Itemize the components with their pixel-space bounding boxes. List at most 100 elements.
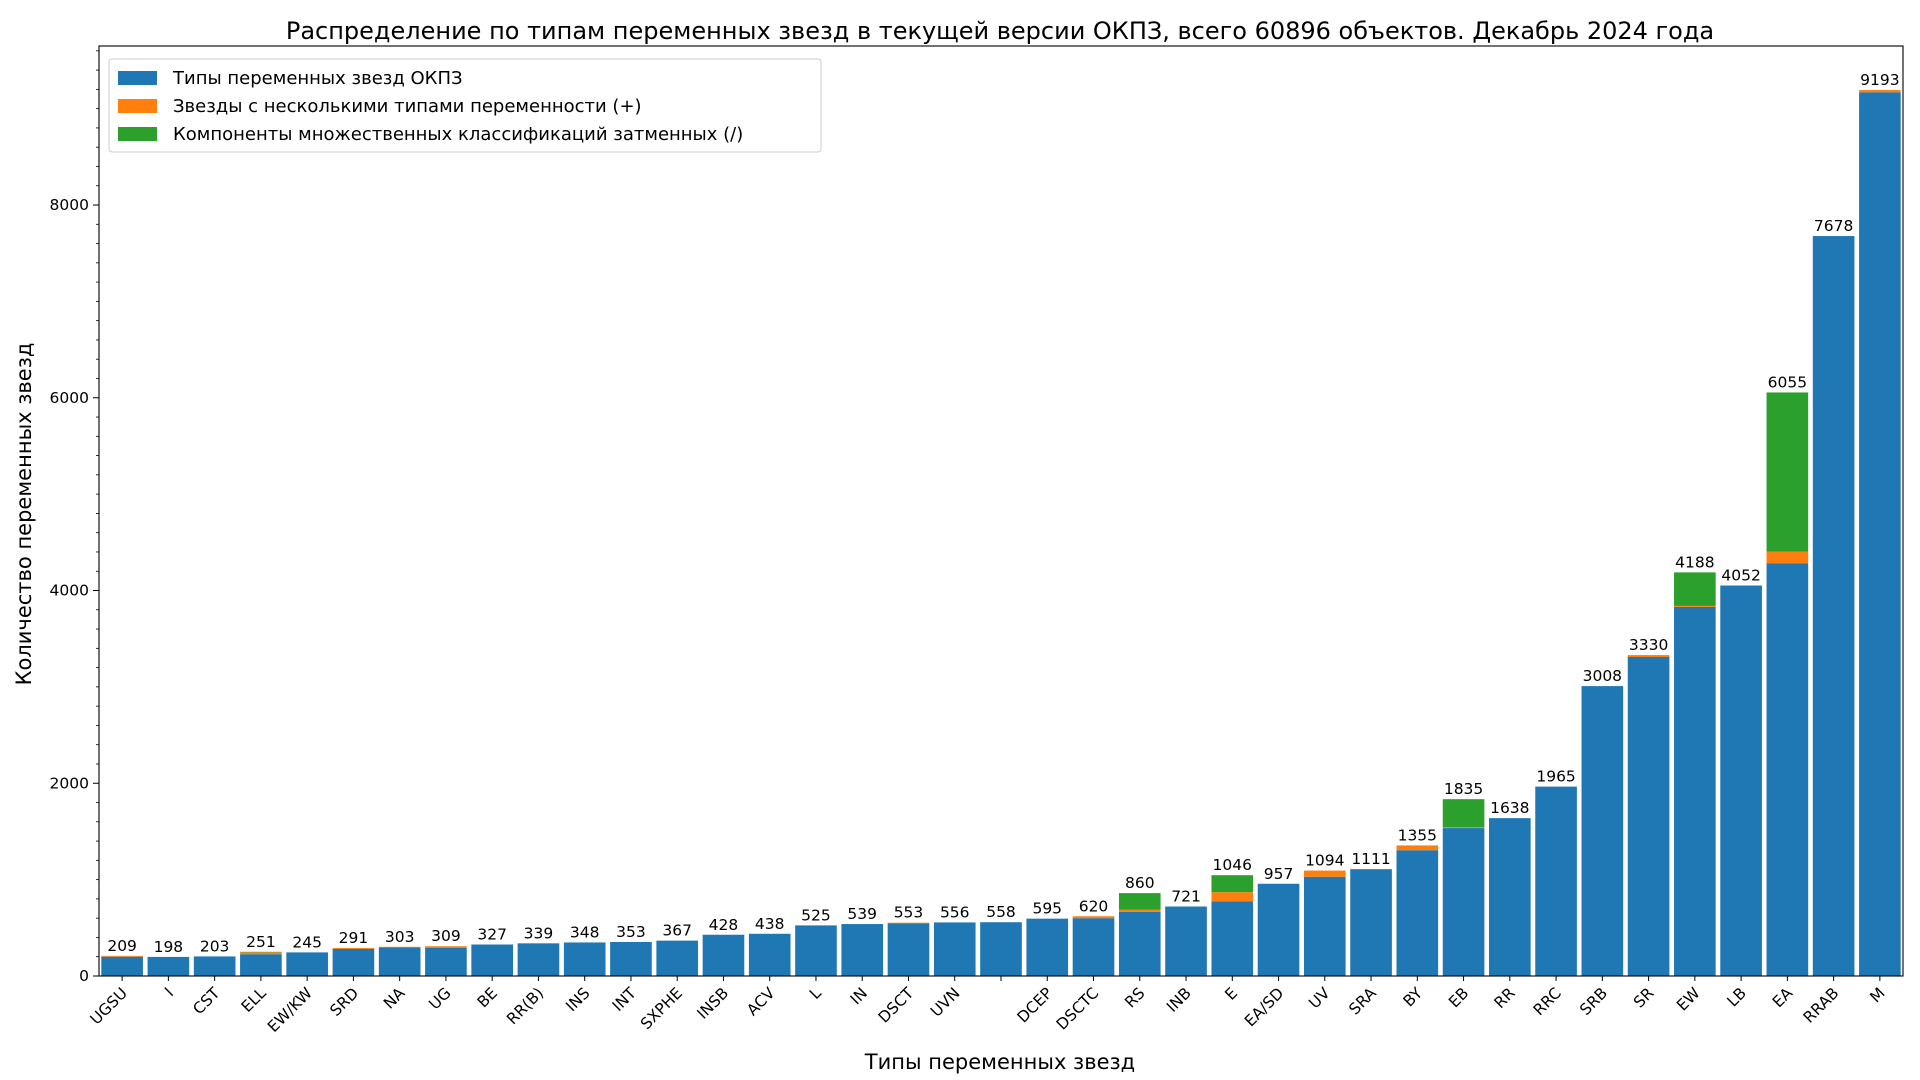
value-label: 353 <box>616 923 646 941</box>
legend-label-2: Звезды с несколькими типами переменности… <box>173 96 642 117</box>
bar-segment-1-5 <box>286 952 328 976</box>
value-label: 245 <box>292 933 322 951</box>
category-label: UGSU <box>87 984 131 1028</box>
value-label: 556 <box>940 903 970 921</box>
bar-segment-1-9 <box>471 944 513 976</box>
y-tick-label: 6000 <box>50 389 89 407</box>
category-label: DCEP <box>1014 984 1056 1026</box>
bar-segment-1-13 <box>656 940 699 976</box>
value-label: 198 <box>154 938 184 956</box>
value-label: 3330 <box>1629 636 1668 654</box>
value-label: 1046 <box>1213 856 1252 874</box>
bar-segment-1-12 <box>610 941 652 976</box>
category-label: M <box>1867 984 1889 1006</box>
bar-segment-1-6 <box>332 948 375 976</box>
value-label: 7678 <box>1814 217 1853 235</box>
category-label: EA/SD <box>1241 984 1287 1030</box>
category-label: RR <box>1491 984 1519 1012</box>
category-label: RRAB <box>1800 984 1843 1027</box>
category-label: CST <box>189 984 223 1018</box>
bar-segment-3-25 <box>1211 875 1254 893</box>
bar-segment-1-39 <box>1859 92 1901 976</box>
chart-title: Распределение по типам переменных звезд … <box>286 17 1714 45</box>
bar-segment-2-34 <box>1627 655 1670 658</box>
bars-layer: 209 198 203 251 245 291 303 309 327 339 348 353 367 4… <box>101 71 1901 977</box>
bar-segment-2-8 <box>425 946 467 948</box>
category-label: LB <box>1724 984 1750 1010</box>
category-label: INS <box>562 984 593 1015</box>
value-label: 1965 <box>1536 768 1575 786</box>
category-label: SR <box>1630 984 1657 1011</box>
category-label: IN <box>847 984 871 1008</box>
value-label: 860 <box>1125 874 1155 892</box>
bar-segment-2-30 <box>1442 827 1485 829</box>
category-label: RRC <box>1530 984 1565 1019</box>
category-label: DSCTC <box>1053 984 1102 1033</box>
bar-segment-1-22 <box>1072 918 1115 976</box>
value-label: 291 <box>339 929 369 947</box>
legend-swatch-1 <box>118 71 157 85</box>
bar-segment-1-24 <box>1165 906 1207 976</box>
bar-segment-3-37 <box>1766 392 1809 552</box>
legend-label-3: Компоненты множественных классификаций з… <box>173 124 743 145</box>
value-label: 203 <box>200 937 230 955</box>
category-label: INT <box>609 984 640 1015</box>
value-label: 1355 <box>1398 826 1437 844</box>
bar-segment-2-1 <box>101 955 143 957</box>
bar-segment-1-34 <box>1627 657 1670 976</box>
value-label: 3008 <box>1583 667 1622 685</box>
category-label: SXPHE <box>637 984 686 1033</box>
value-label: 367 <box>662 922 692 940</box>
bar-segment-1-37 <box>1766 563 1809 976</box>
bar-segment-1-17 <box>841 924 884 976</box>
bar-segment-1-38 <box>1812 236 1855 977</box>
value-label: 553 <box>894 904 924 922</box>
bar-segment-1-20 <box>980 922 1022 976</box>
bar-segment-2-23 <box>1118 909 1161 912</box>
category-label: E <box>1221 984 1241 1004</box>
value-label: 595 <box>1032 900 1062 918</box>
category-label: RR(B) <box>503 984 547 1028</box>
bar-segment-3-23 <box>1118 893 1161 910</box>
value-label: 428 <box>709 916 739 934</box>
bar-segment-1-14 <box>702 934 745 976</box>
bar-segment-1-26 <box>1257 883 1300 976</box>
category-label: BE <box>474 984 501 1011</box>
value-label: 721 <box>1171 888 1201 906</box>
bar-segment-1-10 <box>517 943 560 976</box>
bar-segment-2-37 <box>1766 551 1809 564</box>
legend-swatch-2 <box>118 99 157 113</box>
bar-segment-1-32 <box>1535 786 1577 976</box>
bar-segment-3-30 <box>1442 799 1485 828</box>
bar-segment-2-28 <box>1350 868 1392 870</box>
value-label: 1094 <box>1305 852 1344 870</box>
value-label: 6055 <box>1768 373 1807 391</box>
category-label: EW <box>1673 984 1703 1014</box>
plot-frame <box>98 45 1904 977</box>
category-label: L <box>806 984 825 1003</box>
bar-segment-1-33 <box>1581 686 1624 976</box>
bar-segment-3-35 <box>1674 572 1716 606</box>
category-label: ELL <box>238 984 270 1016</box>
category-label: EB <box>1445 984 1472 1011</box>
bar-segment-2-27 <box>1303 870 1346 877</box>
value-label: 1638 <box>1490 799 1529 817</box>
category-label: INSB <box>694 984 733 1023</box>
category-label: INB <box>1163 984 1195 1016</box>
bar-segment-1-8 <box>425 947 467 976</box>
y-tick-label: 8000 <box>50 196 89 214</box>
category-label: SRA <box>1346 984 1381 1019</box>
bar-segment-1-1 <box>101 956 143 976</box>
category-label: RS <box>1121 984 1148 1011</box>
bar-segment-1-28 <box>1350 869 1392 976</box>
bar-segment-1-23 <box>1118 911 1161 976</box>
category-label: UG <box>426 984 455 1013</box>
bar-segment-2-39 <box>1859 90 1901 93</box>
value-label: 438 <box>755 915 785 933</box>
category-label: EW/KW <box>264 984 316 1036</box>
category-label: SRD <box>326 984 362 1020</box>
value-label: 957 <box>1264 865 1294 883</box>
value-label: 620 <box>1079 897 1109 915</box>
legend-box <box>108 58 822 153</box>
